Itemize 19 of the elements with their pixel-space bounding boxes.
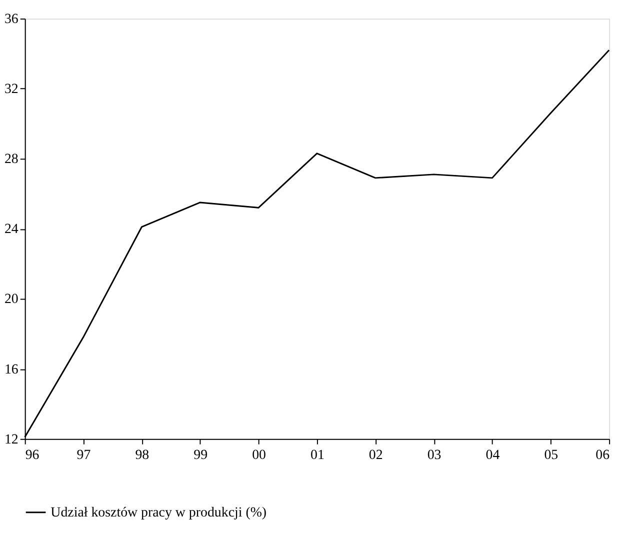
y-tick-label: 12 <box>4 432 18 448</box>
y-tick-label: 20 <box>4 292 18 308</box>
x-tick-label: 03 <box>427 448 442 464</box>
y-tick-label: 32 <box>4 82 18 98</box>
x-tick-label: 99 <box>194 448 208 464</box>
legend-label: Udział kosztów pracy w produkcji (%) <box>50 505 267 520</box>
x-tick-label: 00 <box>252 448 266 464</box>
x-tick-label: 04 <box>486 448 500 464</box>
y-tick-label: 36 <box>4 12 18 28</box>
y-tick-label: 28 <box>4 152 18 168</box>
x-tick-label: 97 <box>76 448 91 464</box>
x-tick-label: 01 <box>310 448 324 464</box>
x-tick-label: 02 <box>368 448 383 464</box>
x-tick-label: 96 <box>25 448 40 464</box>
x-tick-label: 98 <box>135 448 150 464</box>
x-tick-label: 05 <box>544 448 558 464</box>
x-tick-label: 06 <box>596 448 610 464</box>
y-tick-label: 16 <box>4 362 18 378</box>
y-tick-label: 24 <box>4 222 18 238</box>
